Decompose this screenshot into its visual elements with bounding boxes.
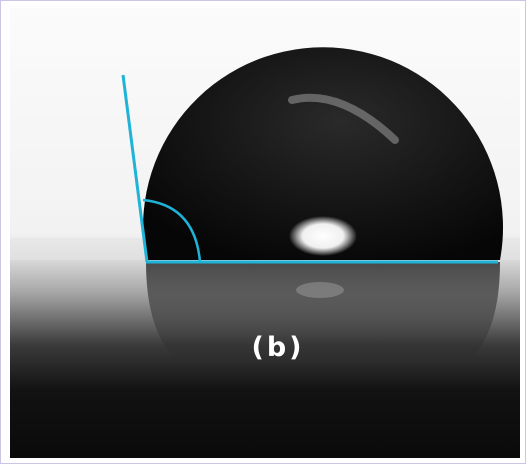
reflection: [146, 262, 500, 360]
image: (b): [0, 0, 526, 464]
page: (b) (() => { const data = JSON.parse(doc…: [0, 0, 526, 464]
highlight-reflection: [296, 282, 344, 298]
panel-label: (b): [251, 332, 304, 363]
highlight-spot: [289, 216, 357, 256]
